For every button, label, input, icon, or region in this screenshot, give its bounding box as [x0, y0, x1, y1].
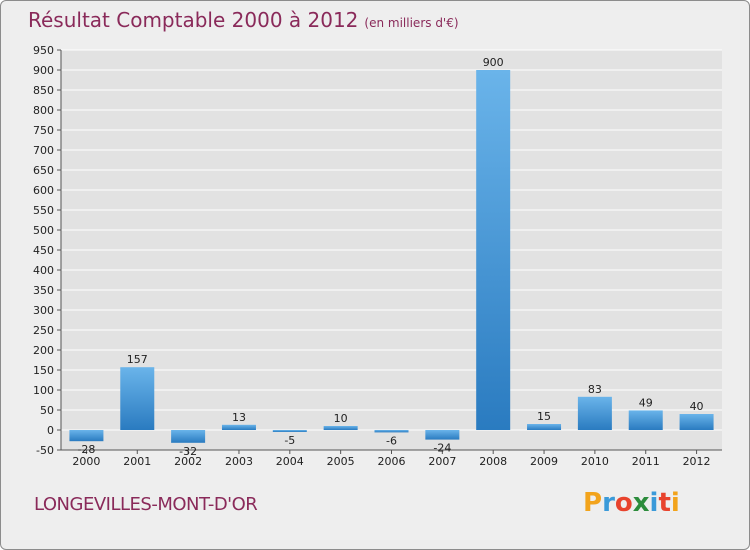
bar-2001: [120, 367, 155, 430]
logo-letter: i: [649, 488, 659, 518]
y-tick-label: 750: [33, 124, 54, 137]
x-tick-label-2005: 2005: [327, 455, 355, 468]
x-tick-label-2011: 2011: [632, 455, 660, 468]
y-tick-label: 700: [33, 144, 54, 157]
logo-letter: P: [583, 488, 603, 518]
logo-letter: o: [614, 488, 633, 518]
data-label-2009: 15: [537, 410, 551, 423]
logo-letter: t: [658, 488, 671, 518]
logo-letter: r: [602, 488, 615, 518]
x-tick-label-2007: 2007: [428, 455, 456, 468]
town-name: LONGEVILLES-MONT-D'OR: [34, 494, 258, 515]
x-tick-label-2000: 2000: [72, 455, 100, 468]
y-tick-label: -50: [36, 444, 54, 457]
data-label-2003: 13: [232, 411, 246, 424]
bar-2011: [628, 410, 663, 430]
y-tick-label: 50: [40, 404, 54, 417]
data-label-2007: -24: [433, 442, 451, 455]
y-tick-label: 200: [33, 344, 54, 357]
data-label-2001: 157: [127, 353, 148, 366]
x-tick-label-2002: 2002: [174, 455, 202, 468]
chart-title: Résultat Comptable 2000 à 2012 (en millie…: [28, 8, 459, 32]
data-label-2000: -28: [77, 443, 95, 456]
title-subtitle: (en milliers d'€): [364, 16, 459, 30]
data-label-2002: -32: [179, 445, 197, 458]
bar-2000: [69, 430, 104, 442]
data-label-2012: 40: [690, 400, 704, 413]
data-label-2008: 900: [483, 56, 504, 69]
logo-letter: i: [670, 488, 680, 518]
bar-2009: [527, 424, 562, 430]
y-tick-label: 650: [33, 164, 54, 177]
y-tick-label: 400: [33, 264, 54, 277]
y-tick-label: 600: [33, 184, 54, 197]
y-tick-label: 100: [33, 384, 54, 397]
data-label-2005: 10: [334, 412, 348, 425]
data-label-2011: 49: [639, 396, 653, 409]
data-label-2006: -6: [386, 434, 397, 447]
y-tick-label: 150: [33, 364, 54, 377]
title-main: Résultat Comptable 2000 à 2012: [28, 8, 359, 32]
y-tick-label: 250: [33, 324, 54, 337]
bar-2010: [577, 396, 612, 430]
proxiti-logo: Proxiti: [583, 488, 680, 518]
x-tick-label-2001: 2001: [123, 455, 151, 468]
y-tick-label: 450: [33, 244, 54, 257]
y-tick-label: 850: [33, 84, 54, 97]
logo-letter: x: [632, 488, 650, 518]
bar-2007: [425, 430, 460, 440]
x-tick-label-2012: 2012: [683, 455, 711, 468]
y-tick-label: 900: [33, 64, 54, 77]
y-tick-label: 0: [47, 424, 54, 437]
x-tick-label-2009: 2009: [530, 455, 558, 468]
x-tick-label-2008: 2008: [479, 455, 507, 468]
data-label-2010: 83: [588, 383, 602, 396]
bar-2004: [272, 430, 307, 432]
bar-2006: [374, 430, 409, 433]
bar-2005: [323, 426, 358, 430]
x-tick-label-2006: 2006: [378, 455, 406, 468]
y-tick-label: 550: [33, 204, 54, 217]
x-tick-label-2010: 2010: [581, 455, 609, 468]
y-tick-label: 350: [33, 284, 54, 297]
y-tick-label: 500: [33, 224, 54, 237]
bar-2012: [679, 414, 714, 430]
x-tick-label-2003: 2003: [225, 455, 253, 468]
bar-2002: [171, 430, 206, 443]
data-label-2004: -5: [284, 434, 295, 447]
bar-2008: [476, 70, 511, 430]
x-tick-label-2004: 2004: [276, 455, 304, 468]
bar-2003: [221, 424, 256, 430]
y-tick-label: 800: [33, 104, 54, 117]
y-tick-label: 300: [33, 304, 54, 317]
y-tick-label: 950: [33, 44, 54, 57]
